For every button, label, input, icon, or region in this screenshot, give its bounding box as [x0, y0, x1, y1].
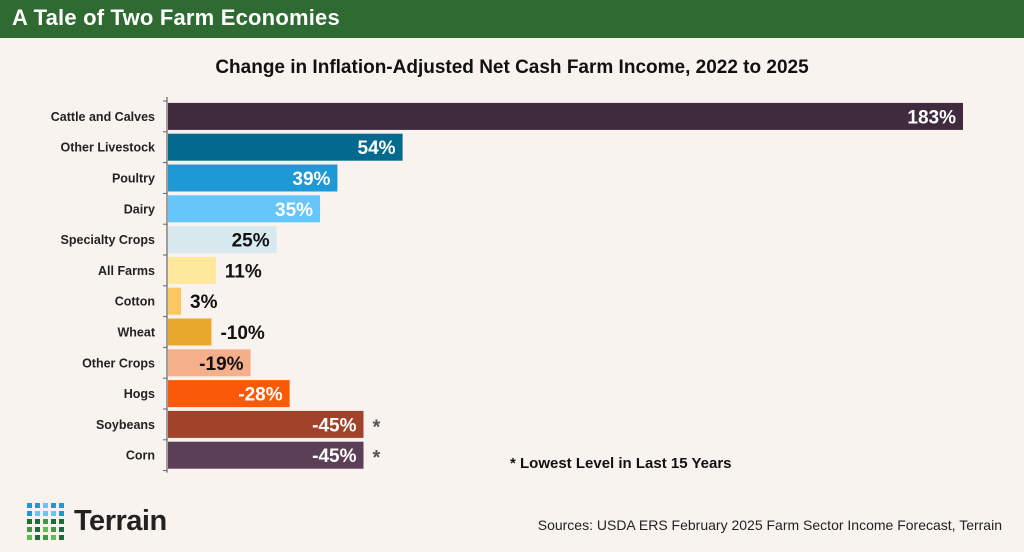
bar: [168, 226, 277, 254]
logo-dot: [35, 511, 40, 516]
bar: [168, 410, 364, 438]
bar: [168, 287, 182, 315]
logo-dot: [35, 519, 40, 524]
data-label: -45%: [312, 446, 356, 467]
data-label: -10%: [220, 323, 264, 344]
data-label: 11%: [225, 261, 262, 282]
logo-dot: [43, 503, 48, 508]
page-title: A Tale of Two Farm Economies: [12, 5, 340, 30]
data-label: -28%: [238, 385, 282, 406]
category-label: Dairy: [124, 202, 155, 216]
bar: [168, 256, 216, 284]
bar: [168, 102, 963, 130]
category-label: Hogs: [124, 387, 155, 401]
logo-dot: [59, 503, 64, 508]
bar: [168, 318, 212, 346]
logo-dot: [51, 511, 56, 516]
data-label: 54%: [358, 138, 396, 159]
logo-dot: [43, 535, 48, 540]
chart-footnote: * Lowest Level in Last 15 Years: [510, 455, 732, 472]
logo-dots-icon: [27, 503, 64, 540]
data-label: 183%: [907, 107, 956, 128]
bar: [168, 349, 251, 377]
data-label: 39%: [292, 169, 330, 190]
category-label: Other Crops: [82, 356, 155, 370]
logo-dot: [51, 535, 56, 540]
bar: [168, 164, 338, 192]
category-label: Wheat: [118, 326, 156, 340]
category-label: Specialty Crops: [61, 233, 156, 247]
category-label: Poultry: [112, 172, 155, 186]
logo-dot: [59, 527, 64, 532]
data-label: 35%: [275, 200, 313, 221]
logo-dot: [27, 503, 32, 508]
logo-dot: [43, 511, 48, 516]
logo-dot: [43, 527, 48, 532]
category-label: Soybeans: [96, 418, 155, 432]
category-label: Corn: [126, 449, 155, 463]
logo-dot: [59, 535, 64, 540]
logo-dot: [51, 527, 56, 532]
logo-dot: [35, 503, 40, 508]
chart-title: Change in Inflation-Adjusted Net Cash Fa…: [215, 57, 809, 78]
terrain-logo: Terrain: [27, 503, 167, 540]
logo-dot: [27, 527, 32, 532]
data-label: -19%: [199, 354, 243, 375]
category-label: Other Livestock: [61, 141, 156, 155]
asterisk-marker: *: [372, 416, 380, 438]
logo-dot: [27, 511, 32, 516]
logo-dot: [27, 519, 32, 524]
bar: [168, 133, 403, 161]
logo-dot: [43, 519, 48, 524]
logo-dot: [35, 527, 40, 532]
data-label: 3%: [190, 292, 218, 313]
data-label: -45%: [312, 415, 356, 436]
logo-dot: [51, 519, 56, 524]
asterisk-marker: *: [372, 447, 380, 469]
category-label: Cotton: [115, 295, 155, 309]
logo-dot: [59, 511, 64, 516]
logo-dot: [27, 535, 32, 540]
data-label: 25%: [232, 231, 270, 252]
category-label: All Farms: [98, 264, 155, 278]
source-note: Sources: USDA ERS February 2025 Farm Sec…: [537, 517, 1002, 533]
bar: [168, 441, 364, 469]
logo-dot: [59, 519, 64, 524]
logo-text: Terrain: [74, 505, 167, 537]
bar: [168, 380, 290, 408]
bar: [168, 195, 321, 223]
logo-dot: [35, 535, 40, 540]
header-bar: A Tale of Two Farm Economies: [0, 0, 1024, 38]
category-label: Cattle and Calves: [51, 110, 155, 124]
logo-dot: [51, 503, 56, 508]
